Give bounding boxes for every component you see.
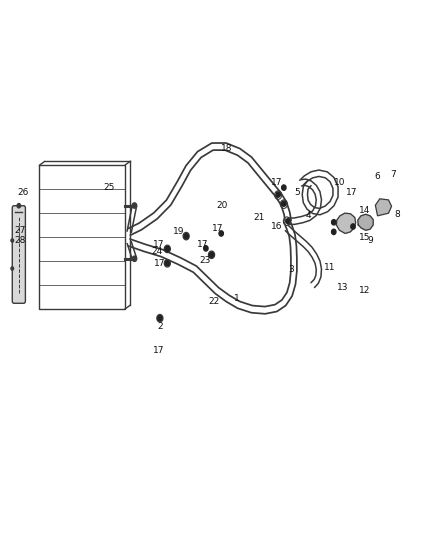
Circle shape	[159, 317, 161, 320]
Text: 17: 17	[197, 240, 208, 248]
Circle shape	[332, 229, 336, 235]
Text: 14: 14	[359, 206, 370, 215]
Polygon shape	[375, 199, 392, 216]
Circle shape	[132, 203, 137, 208]
Text: 8: 8	[395, 210, 401, 219]
Circle shape	[185, 235, 187, 238]
Text: 4: 4	[306, 212, 311, 220]
Polygon shape	[336, 213, 356, 233]
Text: 18: 18	[221, 144, 233, 152]
Text: 27: 27	[14, 226, 25, 235]
Text: 2: 2	[157, 322, 162, 330]
Text: 6: 6	[374, 173, 381, 181]
Circle shape	[204, 246, 208, 251]
Text: 7: 7	[390, 171, 396, 179]
Circle shape	[132, 256, 137, 262]
Text: 12: 12	[359, 286, 370, 295]
Text: 13: 13	[337, 284, 348, 292]
Circle shape	[209, 252, 214, 257]
Text: 9: 9	[367, 237, 373, 245]
Text: 24: 24	[151, 247, 162, 256]
Text: 19: 19	[173, 228, 184, 236]
Circle shape	[166, 262, 169, 265]
Text: 20: 20	[217, 201, 228, 209]
Circle shape	[184, 233, 188, 239]
Text: 28: 28	[14, 237, 25, 245]
Text: 17: 17	[271, 178, 283, 187]
Text: 25: 25	[103, 183, 114, 192]
Text: 17: 17	[153, 346, 164, 355]
Circle shape	[210, 253, 213, 256]
Polygon shape	[358, 214, 373, 230]
Circle shape	[219, 231, 223, 236]
Circle shape	[276, 192, 280, 197]
Text: 21: 21	[254, 213, 265, 222]
Circle shape	[351, 224, 355, 229]
Circle shape	[17, 204, 21, 208]
Circle shape	[166, 247, 169, 251]
Bar	[39, 165, 125, 309]
Text: 22: 22	[208, 297, 219, 305]
Text: 23: 23	[199, 256, 211, 264]
Text: 16: 16	[271, 222, 283, 231]
Text: 11: 11	[324, 263, 335, 272]
Text: 5: 5	[294, 189, 300, 197]
Circle shape	[282, 201, 286, 206]
Circle shape	[165, 261, 170, 266]
Circle shape	[332, 220, 336, 225]
Circle shape	[11, 239, 14, 242]
Text: 17: 17	[346, 189, 357, 197]
Circle shape	[165, 246, 170, 252]
Text: 17: 17	[153, 240, 164, 248]
Text: 3: 3	[288, 265, 294, 273]
Circle shape	[282, 185, 286, 190]
Circle shape	[158, 316, 162, 321]
Text: 17: 17	[154, 260, 166, 268]
Text: 26: 26	[17, 189, 28, 197]
Text: 15: 15	[359, 233, 370, 241]
FancyBboxPatch shape	[12, 206, 25, 303]
Text: 1: 1	[233, 294, 240, 303]
Circle shape	[11, 267, 14, 270]
Circle shape	[286, 219, 290, 224]
Text: 17: 17	[212, 224, 224, 232]
Text: 10: 10	[334, 178, 345, 187]
